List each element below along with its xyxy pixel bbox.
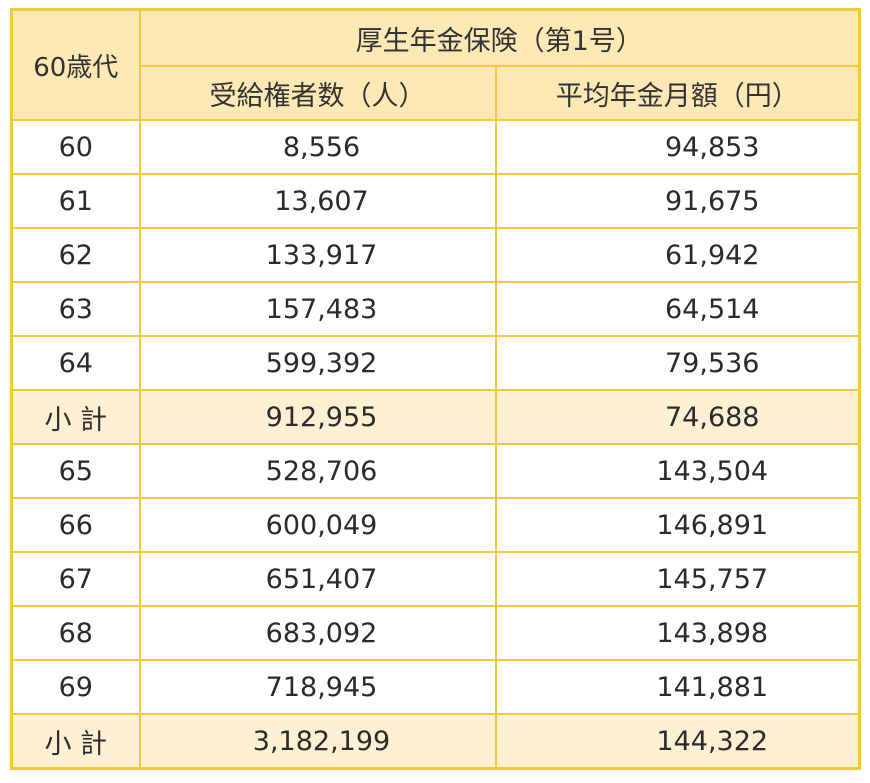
recipients-cell: 3,182,199	[138, 713, 497, 770]
age-cell: 64	[10, 335, 141, 391]
avg-monthly-cell: 146,891	[494, 497, 861, 553]
recipients-cell: 599,392	[138, 335, 497, 391]
age-cell: 63	[10, 281, 141, 337]
table-header: 60歳代 厚生年金保険（第1号） 受給権者数（人） 平均年金月額（円）	[10, 8, 861, 121]
avg-monthly-cell: 145,757	[494, 551, 861, 607]
table-row: 66 600,049 146,891	[10, 497, 861, 553]
recipients-cell: 683,092	[138, 605, 497, 661]
avg-monthly-column-header: 平均年金月額（円）	[494, 65, 861, 121]
age-cell: 66	[10, 497, 141, 553]
age-group-header: 60歳代	[10, 8, 141, 121]
table-body: 60 8,556 94,853 61 13,607 91,675 62 133,917 61,9…	[10, 119, 861, 770]
table-row: 63 157,483 64,514	[10, 281, 861, 337]
recipients-cell: 8,556	[138, 119, 497, 175]
recipients-cell: 157,483	[138, 281, 497, 337]
age-cell: 小 計	[10, 389, 141, 445]
avg-monthly-cell: 143,504	[494, 443, 861, 499]
recipients-cell: 528,706	[138, 443, 497, 499]
avg-monthly-cell: 94,853	[494, 119, 861, 175]
age-cell: 60	[10, 119, 141, 175]
table-row: 64 599,392 79,536	[10, 335, 861, 391]
age-cell: 65	[10, 443, 141, 499]
avg-monthly-cell: 141,881	[494, 659, 861, 715]
avg-monthly-cell: 79,536	[494, 335, 861, 391]
avg-monthly-cell: 64,514	[494, 281, 861, 337]
recipients-column-header: 受給権者数（人）	[138, 65, 497, 121]
age-cell: 小 計	[10, 713, 141, 770]
table-row: 60 8,556 94,853	[10, 119, 861, 175]
table-row: 69 718,945 141,881	[10, 659, 861, 715]
age-cell: 67	[10, 551, 141, 607]
avg-monthly-cell: 143,898	[494, 605, 861, 661]
subtotal-row: 小 計 912,955 74,688	[10, 389, 861, 445]
insurance-type-header: 厚生年金保険（第1号）	[138, 8, 861, 67]
recipients-cell: 133,917	[138, 227, 497, 283]
table-row: 67 651,407 145,757	[10, 551, 861, 607]
avg-monthly-cell: 144,322	[494, 713, 861, 770]
table-row: 68 683,092 143,898	[10, 605, 861, 661]
age-cell: 68	[10, 605, 141, 661]
table-row: 61 13,607 91,675	[10, 173, 861, 229]
table-row: 65 528,706 143,504	[10, 443, 861, 499]
recipients-cell: 13,607	[138, 173, 497, 229]
subtotal-row: 小 計 3,182,199 144,322	[10, 713, 861, 770]
avg-monthly-cell: 61,942	[494, 227, 861, 283]
recipients-cell: 651,407	[138, 551, 497, 607]
recipients-cell: 600,049	[138, 497, 497, 553]
recipients-cell: 912,955	[138, 389, 497, 445]
pension-table-container: 60歳代 厚生年金保険（第1号） 受給権者数（人） 平均年金月額（円） 60 8,…	[10, 8, 861, 772]
age-cell: 61	[10, 173, 141, 229]
recipients-cell: 718,945	[138, 659, 497, 715]
avg-monthly-cell: 91,675	[494, 173, 861, 229]
age-cell: 62	[10, 227, 141, 283]
pension-table: 60歳代 厚生年金保険（第1号） 受給権者数（人） 平均年金月額（円） 60 8,…	[10, 8, 861, 770]
table-row: 62 133,917 61,942	[10, 227, 861, 283]
avg-monthly-cell: 74,688	[494, 389, 861, 445]
age-cell: 69	[10, 659, 141, 715]
